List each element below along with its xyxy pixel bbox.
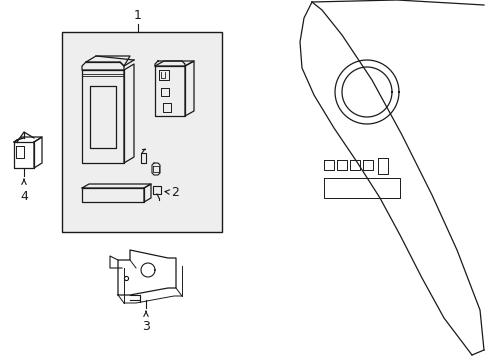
Text: 4: 4	[20, 190, 28, 203]
Text: 1: 1	[134, 9, 142, 22]
Text: 2: 2	[171, 185, 179, 198]
Text: 3: 3	[142, 320, 150, 333]
Bar	[62, 32, 222, 232]
